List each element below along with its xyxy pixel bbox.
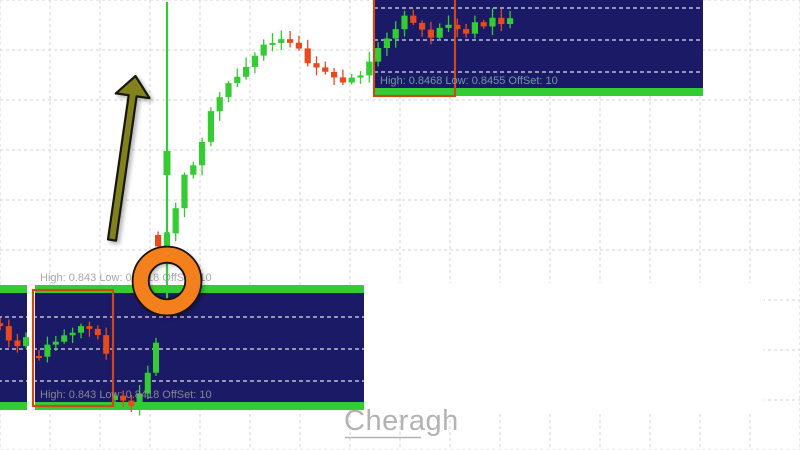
svg-text:Cheragh: Cheragh	[344, 405, 459, 437]
svg-text:High: 0.8468 Low: 0.8455 OffS: High: 0.8468 Low: 0.8455 OffSet: 10	[380, 75, 558, 87]
svg-text:High: 0.843 Low: 0.8418 OffSe: High: 0.843 Low: 0.8418 OffSet: 10	[40, 389, 212, 401]
